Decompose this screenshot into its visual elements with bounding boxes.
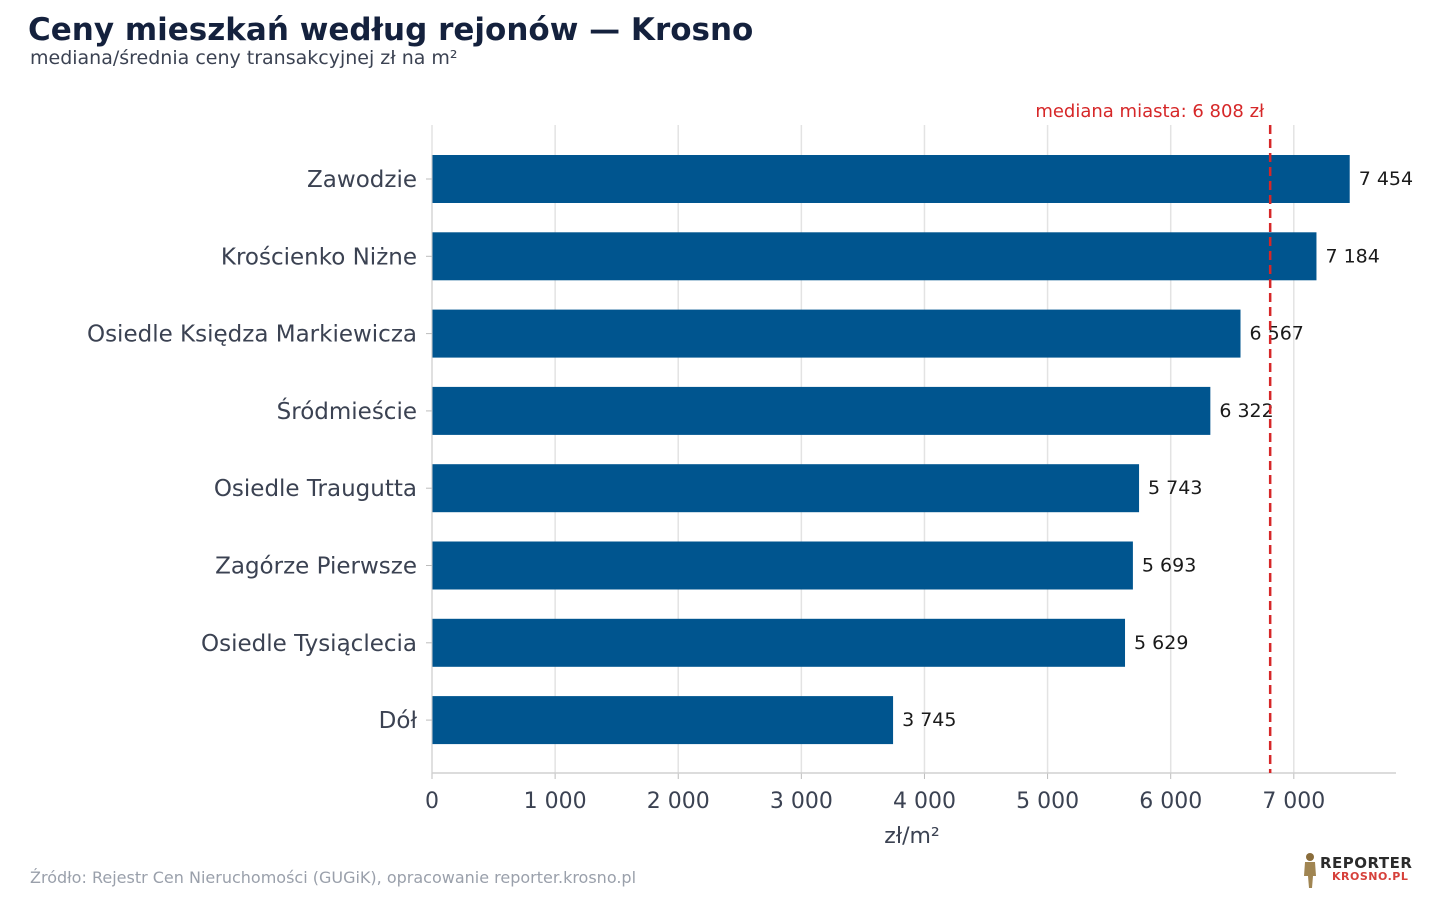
x-tick-label: 1 000 xyxy=(524,789,587,814)
bar xyxy=(432,541,1133,590)
category-label: Dół xyxy=(379,708,418,734)
logo-text-top: REPORTER xyxy=(1320,854,1413,872)
bar xyxy=(432,232,1317,281)
reference-line-group: mediana miasta: 6 808 zł xyxy=(1035,101,1272,773)
category-label: Osiedle Traugutta xyxy=(214,476,417,502)
bar xyxy=(432,155,1350,203)
x-tick-label: 5 000 xyxy=(1016,789,1079,814)
category-label: Krościenko Niżne xyxy=(221,244,417,270)
x-tick-label: 2 000 xyxy=(647,789,710,814)
x-tick-label: 4 000 xyxy=(893,789,956,814)
category-label: Osiedle Tysiąclecia xyxy=(201,631,417,657)
reporter-logo[interactable]: REPORTER KROSNO.PL xyxy=(1300,850,1413,890)
value-label: 5 693 xyxy=(1142,555,1196,577)
logo-text-bottom: KROSNO.PL xyxy=(1332,870,1409,883)
value-label: 5 743 xyxy=(1148,477,1202,499)
x-axis-title: zł/m² xyxy=(884,824,939,849)
bar xyxy=(432,386,1211,435)
category-label: Osiedle Księdza Markiewicza xyxy=(87,322,417,348)
bar xyxy=(432,309,1241,358)
value-label: 7 184 xyxy=(1325,245,1379,267)
axes: 0 1 000 2 000 3 000 4 000 5 000 6 000 7 000 zł/m… xyxy=(425,155,1396,849)
reporter-figure-icon xyxy=(1304,853,1316,888)
bar xyxy=(432,618,1126,667)
value-label: 3 745 xyxy=(902,709,956,731)
category-label: Zagórze Pierwsze xyxy=(215,554,417,580)
bar xyxy=(432,464,1140,513)
labels: Zawodzie 7 454 Krościenko Niżne 7 184 Osiedl… xyxy=(87,167,1413,734)
x-tick-label: 0 xyxy=(425,789,439,814)
category-label: Śródmieście xyxy=(277,397,417,425)
bar xyxy=(432,696,894,745)
value-label: 6 567 xyxy=(1250,323,1304,345)
x-tick-label: 6 000 xyxy=(1139,789,1202,814)
median-reference-label: mediana miasta: 6 808 zł xyxy=(1035,101,1265,122)
x-tick-label: 3 000 xyxy=(770,789,833,814)
value-label: 5 629 xyxy=(1134,632,1188,654)
category-label: Zawodzie xyxy=(307,167,417,193)
chart-subtitle: mediana/średnia ceny transakcyjnej zł na… xyxy=(30,47,458,69)
x-tick-label: 7 000 xyxy=(1262,789,1325,814)
bars xyxy=(432,155,1350,745)
value-label: 7 454 xyxy=(1359,168,1413,190)
grid-lines xyxy=(431,125,1295,773)
source-note: Źródło: Rejestr Cen Nieruchomości (GUGiK… xyxy=(30,868,637,887)
chart-title: Ceny mieszkań według rejonów — Krosno xyxy=(28,12,754,48)
value-label: 6 322 xyxy=(1219,400,1273,422)
